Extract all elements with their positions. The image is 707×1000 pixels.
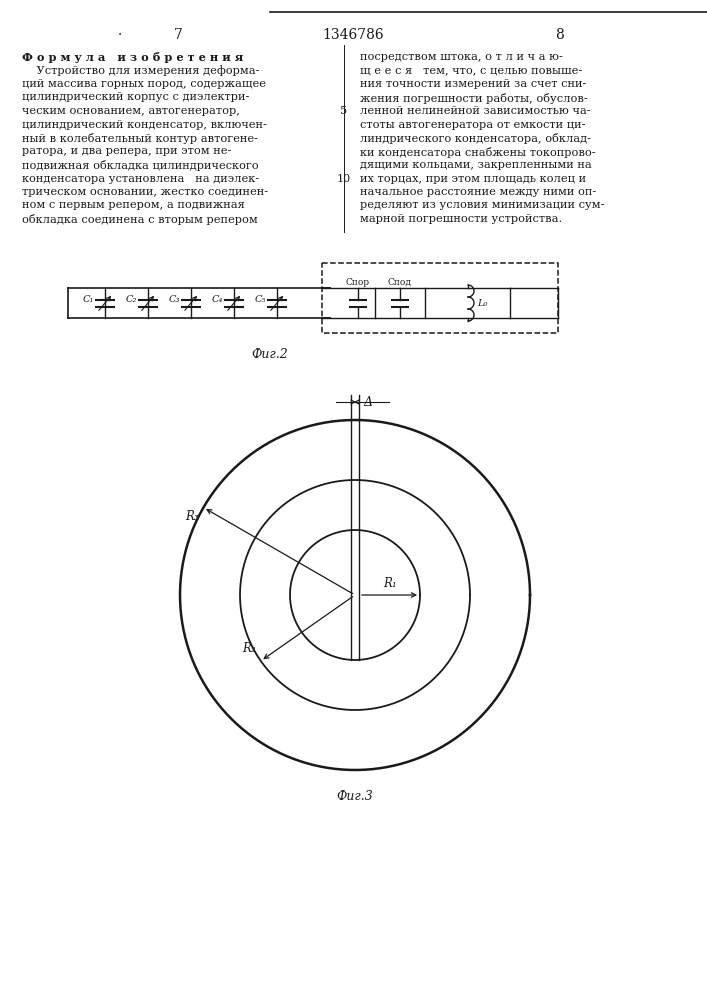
Text: 7: 7 xyxy=(173,28,182,42)
Text: ределяют из условия минимизации сум-: ределяют из условия минимизации сум- xyxy=(360,200,604,211)
Bar xyxy=(322,263,558,333)
Text: Устройство для измерения деформа-: Устройство для измерения деформа- xyxy=(22,66,259,76)
Text: ·: · xyxy=(118,28,122,42)
Text: Спор: Спор xyxy=(346,278,370,287)
Text: 10: 10 xyxy=(337,174,351,184)
Text: ния точности измерений за счет сни-: ния точности измерений за счет сни- xyxy=(360,79,586,89)
Text: цилиндрический корпус с диэлектри-: цилиндрический корпус с диэлектри- xyxy=(22,93,250,103)
Text: C₃: C₃ xyxy=(169,296,180,304)
Text: марной погрешности устройства.: марной погрешности устройства. xyxy=(360,214,562,224)
Text: 5: 5 xyxy=(341,106,348,116)
Text: ном с первым репером, а подвижная: ном с первым репером, а подвижная xyxy=(22,200,245,211)
Text: R₁: R₁ xyxy=(382,577,397,590)
Text: Фиг.2: Фиг.2 xyxy=(252,348,288,361)
Text: R₃: R₃ xyxy=(185,510,199,524)
Text: стоты автогенератора от емкости ци-: стоты автогенератора от емкости ци- xyxy=(360,119,585,129)
Text: Δ: Δ xyxy=(363,395,372,408)
Text: C₂: C₂ xyxy=(126,296,137,304)
Text: Ф о р м у л а   и з о б р е т е н и я: Ф о р м у л а и з о б р е т е н и я xyxy=(22,52,243,63)
Text: их торцах, при этом площадь колец и: их торцах, при этом площадь колец и xyxy=(360,174,586,184)
Text: жения погрешности работы, обуслов-: жения погрешности работы, обуслов- xyxy=(360,93,588,104)
Text: L₀: L₀ xyxy=(477,298,487,308)
Text: цилиндрический конденсатор, включен-: цилиндрический конденсатор, включен- xyxy=(22,119,267,129)
Text: конденсатора установлена   на диэлек-: конденсатора установлена на диэлек- xyxy=(22,174,259,184)
Text: C₁: C₁ xyxy=(83,296,94,304)
Text: Фиг.3: Фиг.3 xyxy=(337,790,373,803)
Text: ратора, и два репера, при этом не-: ратора, и два репера, при этом не- xyxy=(22,146,231,156)
Text: начальное расстояние между ними оп-: начальное расстояние между ними оп- xyxy=(360,187,596,197)
Text: обкладка соединена с вторым репером: обкладка соединена с вторым репером xyxy=(22,214,258,225)
Text: ный в колебательный контур автогене-: ный в колебательный контур автогене- xyxy=(22,133,258,144)
Text: ций массива горных пород, содержащее: ций массива горных пород, содержащее xyxy=(22,79,266,89)
Text: посредством штока, о т л и ч а ю-: посредством штока, о т л и ч а ю- xyxy=(360,52,563,62)
Text: подвижная обкладка цилиндрического: подвижная обкладка цилиндрического xyxy=(22,160,259,171)
Text: C₅: C₅ xyxy=(255,296,266,304)
Text: дящими кольцами, закрепленными на: дящими кольцами, закрепленными на xyxy=(360,160,592,170)
Text: 8: 8 xyxy=(556,28,564,42)
Text: линдрического конденсатора, обклад-: линдрического конденсатора, обклад- xyxy=(360,133,591,144)
Text: Спод: Спод xyxy=(388,278,412,287)
Text: ческим основанием, автогенератор,: ческим основанием, автогенератор, xyxy=(22,106,240,116)
Text: трическом основании, жестко соединен-: трическом основании, жестко соединен- xyxy=(22,187,268,197)
Text: щ е е с я   тем, что, с целью повыше-: щ е е с я тем, что, с целью повыше- xyxy=(360,66,583,76)
Text: C₄: C₄ xyxy=(211,296,223,304)
Text: ленной нелинейной зависимостью ча-: ленной нелинейной зависимостью ча- xyxy=(360,106,590,116)
Text: R₂: R₂ xyxy=(243,642,256,655)
Text: 1346786: 1346786 xyxy=(322,28,384,42)
Text: ки конденсатора снабжены токопрово-: ки конденсатора снабжены токопрово- xyxy=(360,146,595,157)
